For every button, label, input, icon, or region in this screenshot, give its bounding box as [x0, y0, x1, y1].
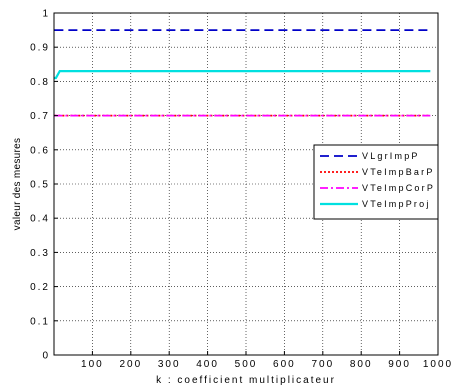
legend-box: [313, 144, 439, 220]
y-axis-label: valeur des mesures: [12, 138, 23, 231]
y-tick-label: 0.1: [30, 316, 50, 327]
x-tick-label: 900: [388, 359, 411, 370]
y-tick-label: 0.3: [30, 248, 50, 259]
legend-label: VTeImpProj: [362, 199, 431, 209]
x-tick-label: 100: [81, 359, 104, 370]
legend-label: VTeImpCorP: [362, 183, 435, 193]
y-tick-label: 0.8: [30, 77, 50, 88]
legend-label: VLgrImpP: [362, 151, 420, 161]
y-tick-label: 0.5: [30, 180, 50, 191]
x-tick-label: 300: [158, 359, 181, 370]
y-tick-label: 0: [42, 351, 50, 362]
x-tick-label: 400: [196, 359, 219, 370]
tick-labels: 100 200 300 400 500 600 700 800 900 1000 0 0.1 0.2 0.…: [30, 9, 453, 371]
x-tick-label: 1000: [423, 359, 453, 370]
y-tick-label: 0.4: [30, 214, 50, 225]
y-tick-label: 0.9: [30, 43, 50, 54]
series-lines: [54, 29, 431, 117]
legend-label: VTeImpBarP: [362, 167, 435, 177]
y-tick-label: 0.7: [30, 111, 50, 122]
legend: VLgrImpP VTeImpBarP VTeImpCorP VTeImpProj: [313, 144, 439, 220]
x-tick-label: 800: [350, 359, 373, 370]
x-tick-label: 200: [119, 359, 142, 370]
x-tick-label: 600: [273, 359, 296, 370]
y-tick-label: 0.6: [30, 145, 50, 156]
y-tick-label: 1: [42, 9, 50, 20]
series-line: [54, 70, 431, 80]
y-tick-label: 0.2: [30, 282, 50, 293]
x-tick-label: 500: [235, 359, 258, 370]
x-axis-label: k : coefficient multiplicateur: [156, 375, 336, 386]
x-tick-label: 700: [311, 359, 334, 370]
grid: [54, 13, 438, 355]
